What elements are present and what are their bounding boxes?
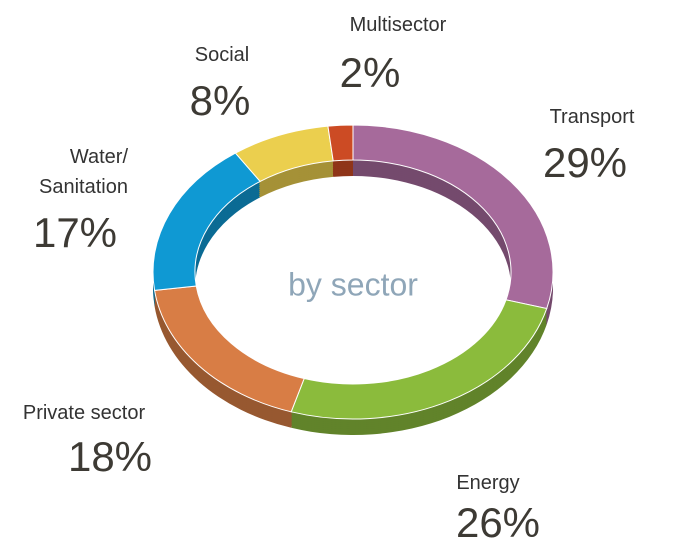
value-label: 2% (339, 49, 401, 96)
value-label: 29% (542, 139, 628, 186)
category-label: Water/ Sanitation (39, 146, 128, 198)
value-label: 17% (32, 209, 118, 256)
category-label: Energy (456, 472, 520, 494)
center-label: by sector (288, 266, 418, 302)
value-label: 8% (189, 77, 251, 124)
value-label: 18% (67, 433, 153, 480)
category-label: Transport (549, 106, 635, 128)
category-label: Social (194, 44, 250, 66)
slice (152, 152, 261, 291)
category-label: Multisector (349, 14, 447, 36)
category-label: Private sector (22, 402, 146, 424)
slice (290, 299, 548, 420)
value-label: 26% (455, 499, 541, 544)
slice (327, 124, 354, 162)
